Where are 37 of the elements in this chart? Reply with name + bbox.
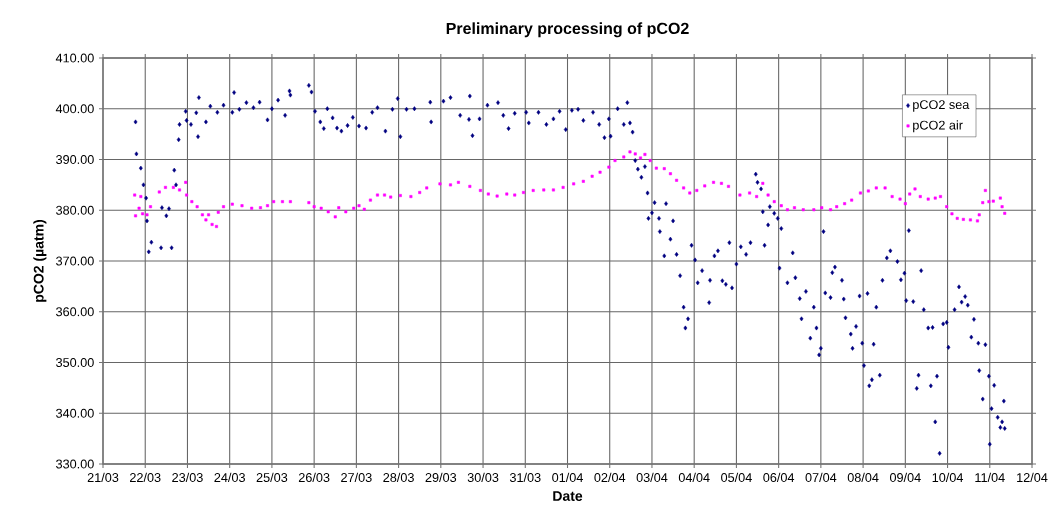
x-tick-label: 10/04: [932, 472, 964, 483]
x-tick-label: 24/03: [214, 472, 245, 483]
y-tick-label: 340.00: [56, 408, 94, 418]
x-tick-label: 28/03: [383, 472, 414, 483]
legend-label: pCO2 air: [913, 120, 963, 133]
y-tick-label: 330.00: [56, 459, 94, 469]
x-tick-label: 09/04: [889, 472, 921, 483]
x-tick-label: 31/03: [509, 472, 541, 483]
x-tick-label: 12/04: [1017, 472, 1048, 483]
y-axis-title: pCO2 (µatm): [33, 219, 47, 302]
x-tick-label: 06/04: [763, 472, 795, 483]
x-tick-label: 29/03: [425, 472, 457, 483]
y-tick-label: 390.00: [56, 155, 94, 164]
x-tick-label: 25/03: [256, 472, 288, 483]
x-tick-label: 08/04: [847, 472, 879, 483]
x-tick-label: 02/04: [594, 472, 626, 483]
x-tick-label: 05/04: [721, 472, 752, 483]
x-tick-label: 04/04: [678, 472, 710, 483]
y-tick-label: 360.00: [56, 307, 94, 317]
x-tick-label: 03/04: [636, 472, 668, 483]
y-tick-label: 350.00: [56, 358, 94, 367]
x-tick-label: 07/04: [805, 472, 837, 483]
x-tick-label: 23/03: [172, 472, 203, 483]
x-tick-label: 22/03: [130, 472, 161, 483]
x-tick-label: 11/04: [975, 472, 1005, 483]
chart-title: Preliminary processing of pCO2: [446, 22, 689, 38]
y-tick-label: 410.00: [55, 53, 94, 63]
y-tick-label: 400.00: [55, 104, 94, 114]
y-tick-label: 370.00: [56, 256, 94, 266]
legend-label: pCO2 sea: [913, 100, 970, 112]
y-tick-label: 380.00: [56, 205, 94, 215]
x-tick-label: 26/03: [298, 472, 330, 483]
x-tick-label: 21/03: [87, 472, 119, 483]
x-tick-label: 27/03: [341, 472, 372, 483]
x-tick-label: 01/04: [552, 472, 583, 483]
x-tick-label: 30/03: [467, 472, 499, 483]
x-axis-title: Date: [553, 491, 583, 501]
